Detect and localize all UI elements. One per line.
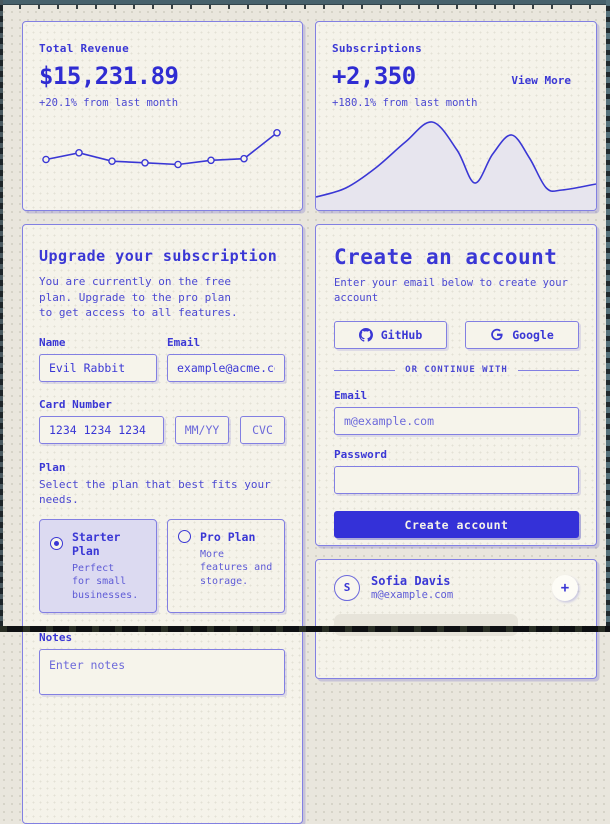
- name-label: Name: [39, 335, 66, 349]
- revenue-value: $15,231.89: [39, 62, 179, 90]
- email-label: Email: [167, 335, 201, 349]
- plan-hint: Select the plan that best fits your need…: [39, 477, 271, 507]
- subscriptions-card: Subscriptions +2,350 View More +180.1% f…: [315, 21, 597, 211]
- or-continue-divider: OR CONTINUE WITH: [334, 365, 580, 375]
- subscriptions-title: Subscriptions: [332, 42, 422, 55]
- github-button[interactable]: GitHub: [334, 321, 447, 349]
- subscriptions-area-chart: [316, 121, 596, 210]
- chat-user-name: Sofia Davis: [371, 574, 451, 588]
- oauth-buttons: GitHub Google: [334, 321, 579, 349]
- revenue-delta: +20.1% from last month: [39, 97, 179, 109]
- create-account-button[interactable]: Create account: [334, 511, 579, 538]
- upgrade-title: Upgrade your subscription: [39, 247, 278, 265]
- create-account-card: Create an account Enter your email below…: [315, 224, 597, 546]
- account-description: Enter your email below to create your ac…: [334, 277, 568, 304]
- github-button-label: GitHub: [380, 328, 423, 342]
- view-more-link[interactable]: View More: [511, 74, 571, 87]
- plan-option-name: Starter Plan: [72, 529, 121, 558]
- chat-card: S Sofia Davis m@example.com +: [315, 559, 597, 679]
- github-icon: [358, 328, 373, 342]
- google-button-label: Google: [512, 328, 554, 342]
- account-password-input[interactable]: [334, 466, 579, 494]
- card-number-group: Card Number: [39, 398, 285, 444]
- account-password-group: Password: [334, 448, 579, 494]
- account-email-input[interactable]: [334, 407, 579, 435]
- plan-section: Plan Select the plan that best fits your…: [39, 460, 285, 613]
- card-expiry-input[interactable]: [175, 415, 229, 444]
- right-column: Subscriptions +2,350 View More +180.1% f…: [315, 21, 597, 824]
- account-email-label: Email: [334, 389, 368, 402]
- dashboard: Total Revenue $15,231.89 +20.1% from las…: [22, 21, 597, 824]
- plan-option-starter[interactable]: Starter Plan Perfect for small businesse…: [39, 518, 157, 613]
- window-bottom-edge: [0, 626, 610, 632]
- chat-user-email: m@example.com: [371, 589, 454, 601]
- plan-options: Starter Plan Perfect for small businesse…: [39, 518, 285, 613]
- subscriptions-value: +2,350: [332, 62, 416, 90]
- window-scrollbar-edge[interactable]: [606, 0, 610, 632]
- plus-icon: +: [560, 579, 570, 596]
- ruler-ticks: [0, 5, 610, 9]
- add-user-button[interactable]: +: [552, 574, 578, 601]
- subscriptions-delta: +180.1% from last month: [332, 97, 478, 109]
- account-password-label: Password: [334, 448, 387, 461]
- plan-option-description: More features and storage.: [200, 548, 273, 587]
- notes-group: Notes: [39, 631, 285, 699]
- card-number-row: [39, 415, 285, 444]
- avatar: S: [334, 574, 360, 601]
- plan-option-description: Perfect for small businesses.: [72, 562, 139, 601]
- divider-text: OR CONTINUE WITH: [405, 365, 508, 375]
- account-title: Create an account: [334, 245, 558, 269]
- email-input[interactable]: [167, 353, 285, 382]
- notes-textarea[interactable]: [39, 649, 285, 695]
- window-top-edge: [0, 0, 610, 5]
- card-number-input[interactable]: [39, 415, 164, 444]
- google-button[interactable]: Google: [465, 321, 579, 349]
- card-cvc-input[interactable]: [240, 415, 285, 444]
- upgrade-description: You are currently on the free plan. Upgr…: [39, 275, 238, 319]
- radio-icon[interactable]: [50, 537, 63, 550]
- upgrade-subscription-card: Upgrade your subscription You are curren…: [22, 224, 303, 824]
- name-field-group: Name: [39, 336, 157, 382]
- account-email-group: Email: [334, 389, 579, 435]
- radio-icon[interactable]: [178, 530, 191, 543]
- revenue-line-chart: [42, 129, 281, 169]
- google-icon: [491, 328, 503, 341]
- plan-option-pro[interactable]: Pro Plan More features and storage.: [167, 518, 285, 613]
- plan-option-name: Pro Plan: [200, 529, 256, 544]
- window-left-edge: [0, 0, 3, 632]
- plan-label: Plan: [39, 460, 66, 474]
- total-revenue-card: Total Revenue $15,231.89 +20.1% from las…: [22, 21, 303, 211]
- chat-message-bubble: [334, 614, 518, 636]
- notes-label: Notes: [39, 631, 73, 644]
- name-input[interactable]: [39, 353, 157, 382]
- email-field-group: Email: [167, 336, 285, 382]
- card-number-label: Card Number: [39, 397, 112, 411]
- name-email-row: Name Email: [39, 336, 285, 382]
- revenue-title: Total Revenue: [39, 42, 129, 55]
- left-column: Total Revenue $15,231.89 +20.1% from las…: [22, 21, 303, 824]
